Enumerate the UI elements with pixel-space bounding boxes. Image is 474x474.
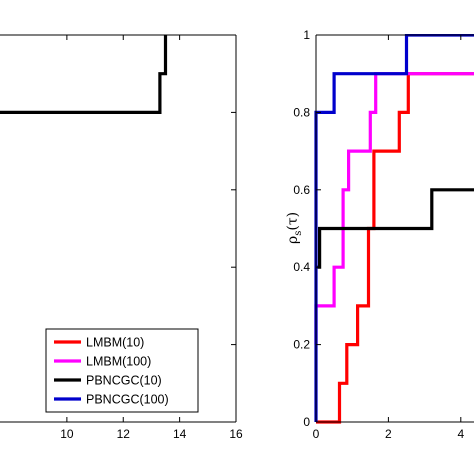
right-ytick-label: 0.6 xyxy=(293,183,310,197)
right-ytick-label: 0 xyxy=(303,415,310,429)
right-series-lmbm-100 xyxy=(314,72,474,345)
legend-label: LMBM(10) xyxy=(86,336,144,350)
right-series-lmbm-10 xyxy=(316,72,474,424)
legend-label: LMBM(100) xyxy=(86,355,151,369)
legend-label: PBNCGC(100) xyxy=(86,393,169,407)
left-plot: 10 12 14 16 xyxy=(0,34,243,441)
right-ytick-label: 1 xyxy=(303,28,310,42)
left-axes-frame xyxy=(0,34,237,423)
right-xtick-label: 0 xyxy=(313,427,320,441)
left-xtick-label: 10 xyxy=(60,427,74,441)
legend-label: PBNCGC(10) xyxy=(86,374,162,388)
y-axis-label-text: ρs(τ) xyxy=(285,212,304,244)
right-series-group xyxy=(314,34,474,424)
right-ytick-label: 0.8 xyxy=(293,105,310,119)
left-xtick-label: 14 xyxy=(173,427,187,441)
right-xtick-label: 2 xyxy=(385,427,392,441)
right-plot: 0 2 4 0 0.2 0.4 0.6 0.8 1 xyxy=(293,28,474,441)
right-series-pbncgc-10 xyxy=(316,188,474,269)
legend: LMBM(10) LMBM(100) PBNCGC(10) PBNCGC(100) xyxy=(45,328,199,413)
right-axes-frame xyxy=(315,34,474,423)
y-axis-label: ρs(τ) xyxy=(285,212,304,244)
right-ytick-label: 0.2 xyxy=(293,338,310,352)
left-series-pbncgc-10 xyxy=(0,35,168,115)
right-xtick-label: 4 xyxy=(457,427,464,441)
left-series-group xyxy=(0,35,168,115)
right-ytick-label: 0.4 xyxy=(293,260,310,274)
left-xtick-label: 12 xyxy=(117,427,131,441)
left-xtick-label: 16 xyxy=(229,427,243,441)
